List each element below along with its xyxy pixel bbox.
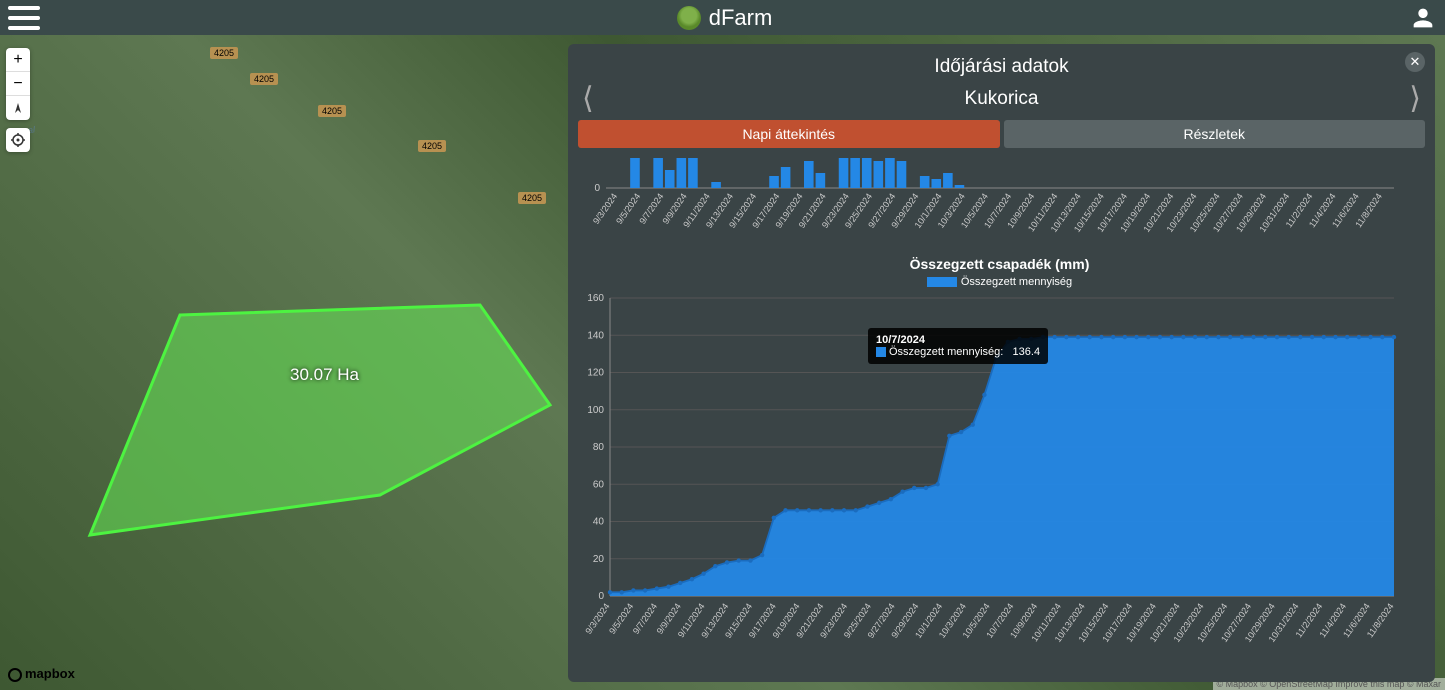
svg-text:120: 120 [587, 368, 604, 379]
road-badge: 4205 [250, 73, 278, 85]
cumprecip-chart: Összegzett csapadék (mm) Összegzett menn… [578, 256, 1421, 652]
close-button[interactable]: ✕ [1405, 52, 1425, 72]
chart-legend[interactable]: Összegzett mennyiség [578, 276, 1421, 288]
weather-panel: ✕ Időjárási adatok ⟨ Kukorica ⟩ Napi átt… [568, 44, 1435, 682]
mapbox-logo: mapbox [8, 666, 75, 682]
svg-text:20: 20 [593, 554, 605, 565]
svg-text:160: 160 [587, 293, 604, 304]
field-polygon[interactable] [80, 275, 560, 555]
app-title: dFarm [677, 5, 773, 31]
svg-text:60: 60 [593, 479, 605, 490]
app-name: dFarm [709, 5, 773, 31]
crop-name: Kukorica [965, 88, 1039, 110]
svg-text:140: 140 [587, 330, 604, 341]
prev-crop-button[interactable]: ⟨ [582, 84, 594, 114]
daily-bar-chart: 09/3/20249/5/20249/7/20249/9/20249/11/20… [578, 158, 1421, 238]
svg-text:40: 40 [593, 517, 605, 528]
svg-text:80: 80 [593, 442, 605, 453]
app-logo-icon [677, 6, 701, 30]
road-badge: 4205 [210, 47, 238, 59]
road-badge: 4205 [518, 192, 546, 204]
reset-north-button[interactable] [6, 96, 30, 120]
panel-title: Időjárási adatok [578, 56, 1425, 78]
chart-title: Összegzett csapadék (mm) [578, 256, 1421, 272]
map-controls: + − [6, 48, 30, 160]
legend-swatch [927, 277, 957, 287]
app-header: dFarm [0, 0, 1445, 35]
svg-text:100: 100 [587, 405, 604, 416]
next-crop-button[interactable]: ⟩ [1409, 84, 1421, 114]
locate-button[interactable] [6, 128, 30, 152]
svg-text:0: 0 [598, 591, 604, 602]
area-chart-svg: 0204060801001201401609/3/20249/5/20249/7… [578, 292, 1398, 652]
zoom-in-button[interactable]: + [6, 48, 30, 72]
road-badge: 4205 [418, 140, 446, 152]
tabs: Napi áttekintés Részletek [578, 120, 1425, 148]
field-area-label: 30.07 Ha [290, 365, 359, 385]
legend-label: Összegzett mennyiség [961, 276, 1072, 288]
bar-chart-svg: 09/3/20249/5/20249/7/20249/9/20249/11/20… [578, 158, 1398, 238]
tab-overview[interactable]: Napi áttekintés [578, 120, 1000, 148]
menu-button[interactable] [8, 6, 40, 30]
user-avatar-icon[interactable] [1409, 4, 1437, 32]
svg-text:0: 0 [594, 183, 600, 194]
tab-details[interactable]: Részletek [1004, 120, 1426, 148]
charts-scroll[interactable]: 09/3/20249/5/20249/7/20249/9/20249/11/20… [578, 158, 1425, 658]
zoom-out-button[interactable]: − [6, 72, 30, 96]
close-icon: ✕ [1410, 54, 1421, 70]
road-badge: 4205 [318, 105, 346, 117]
